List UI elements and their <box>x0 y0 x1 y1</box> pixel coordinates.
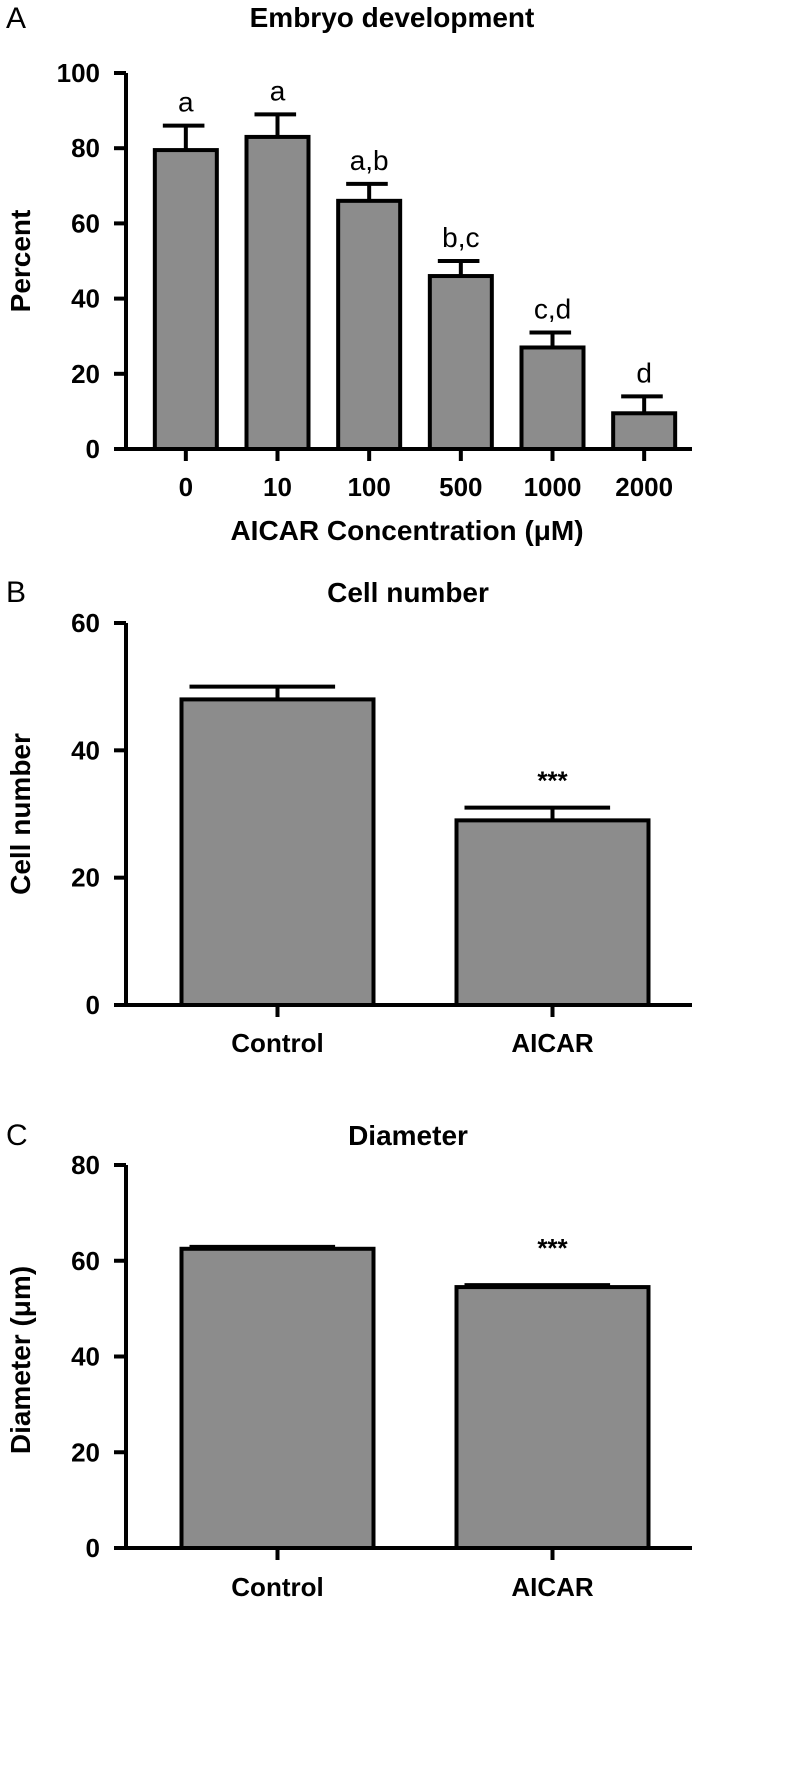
x-tick-label: 10 <box>263 472 292 502</box>
y-tick-label: 80 <box>71 1150 100 1180</box>
panel-c: C Diameter Diameter (μm) *** Control AICA… <box>5 1119 692 1602</box>
y-tick-label: 0 <box>86 990 100 1020</box>
data-annotation: a <box>178 87 194 118</box>
bar <box>454 1285 651 1551</box>
data-annotation: a <box>270 75 286 106</box>
axes-layer: 0 10 100 500 1000 2000 0 20 40 60 80 100 <box>57 58 692 502</box>
data-annotation: *** <box>537 1233 568 1263</box>
x-tick-label: AICAR <box>511 1572 594 1602</box>
y-tick-label: 20 <box>71 1437 100 1467</box>
axes-layer: Control AICAR 0 20 40 60 <box>71 608 692 1058</box>
y-tick-label: 40 <box>71 1342 100 1372</box>
data-annotation: b,c <box>442 222 479 253</box>
bar <box>179 1246 376 1550</box>
bar <box>611 411 678 451</box>
bar <box>427 274 494 452</box>
y-tick-label: 60 <box>71 208 100 238</box>
x-axis-label: AICAR Concentration (μM) <box>230 515 583 546</box>
chart-title: Diameter <box>348 1120 468 1151</box>
x-tick-label: AICAR <box>511 1028 594 1058</box>
y-tick-label: 60 <box>71 608 100 638</box>
bar <box>454 818 651 1007</box>
panel-letter: A <box>6 2 26 35</box>
x-tick-label: 0 <box>179 472 193 502</box>
data-annotation: *** <box>537 766 568 796</box>
y-tick-label: 20 <box>71 863 100 893</box>
bar <box>179 697 376 1008</box>
y-tick-label: 20 <box>71 359 100 389</box>
x-tick-label: 100 <box>347 472 390 502</box>
bar <box>519 345 586 452</box>
bar <box>244 134 311 451</box>
y-tick-label: 40 <box>71 284 100 314</box>
bar <box>152 148 219 452</box>
y-tick-label: 60 <box>71 1246 100 1276</box>
x-tick-label: 500 <box>439 472 482 502</box>
y-axis-label: Cell number <box>5 733 36 895</box>
panel-b: B Cell number Cell number *** Control AIC… <box>5 576 692 1058</box>
data-annotation: d <box>636 357 652 388</box>
data-annotation: a,b <box>350 145 389 176</box>
data-annotation: c,d <box>534 293 571 324</box>
y-tick-label: 80 <box>71 133 100 163</box>
x-tick-label: Control <box>231 1028 323 1058</box>
x-tick-label: 1000 <box>524 472 582 502</box>
x-tick-label: 2000 <box>615 472 673 502</box>
y-tick-label: 40 <box>71 735 100 765</box>
axes-layer: Control AICAR 0 20 40 60 80 <box>71 1150 692 1602</box>
bars-layer: a a a,b b,c c,d d <box>152 75 678 452</box>
y-tick-label: 100 <box>57 58 100 88</box>
panel-letter: B <box>6 576 26 609</box>
chart-title: Embryo development <box>250 2 535 33</box>
y-axis-label: Percent <box>5 210 36 313</box>
y-axis-label: Diameter (μm) <box>5 1266 36 1454</box>
panel-a: A Embryo development Percent AICAR Conce… <box>5 2 692 546</box>
y-tick-label: 0 <box>86 434 100 464</box>
panel-letter: C <box>6 1119 28 1152</box>
bar <box>336 198 403 451</box>
chart-title: Cell number <box>327 577 489 608</box>
bars-layer: *** <box>179 684 651 1008</box>
bars-layer: *** <box>179 1233 651 1551</box>
y-tick-label: 0 <box>86 1533 100 1563</box>
x-tick-label: Control <box>231 1572 323 1602</box>
